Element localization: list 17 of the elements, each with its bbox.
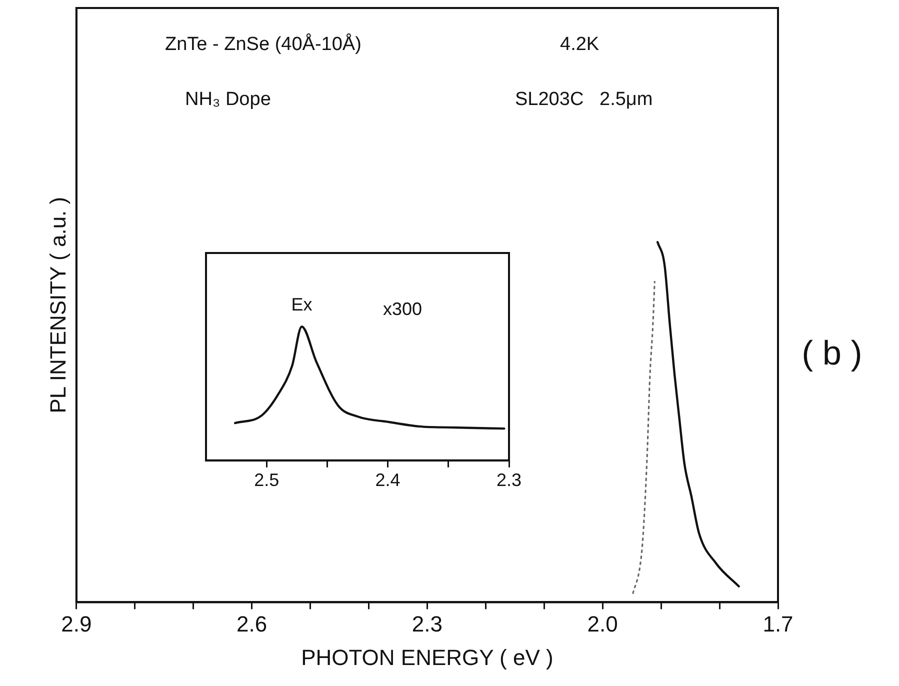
annotation: Ex <box>291 294 312 315</box>
text: NH₃ Dope <box>185 89 271 110</box>
text: 4.2K <box>560 34 600 56</box>
text: SL203C 2.5μm <box>515 89 653 110</box>
x-tick-label: 2.0 <box>587 611 618 636</box>
y-axis-title: PL INTENSITY ( a.u. ) <box>45 196 70 414</box>
annotation: x300 <box>383 298 422 319</box>
x-tick-label: 2.6 <box>236 611 268 636</box>
text: ( b ) <box>802 334 862 372</box>
x-tick-label: 2.5 <box>254 470 280 490</box>
x-tick-label: 1.7 <box>762 611 794 636</box>
x-tick-label: 2.4 <box>375 470 400 490</box>
x-tick-label: 2.3 <box>496 470 522 490</box>
x-tick-label: 2.3 <box>412 611 442 636</box>
x-tick-label: 2.9 <box>61 611 92 636</box>
x-axis-title: PHOTON ENERGY ( eV ) <box>301 644 554 670</box>
text: ZnTe - ZnSe (40Å-10Å) <box>165 33 362 56</box>
